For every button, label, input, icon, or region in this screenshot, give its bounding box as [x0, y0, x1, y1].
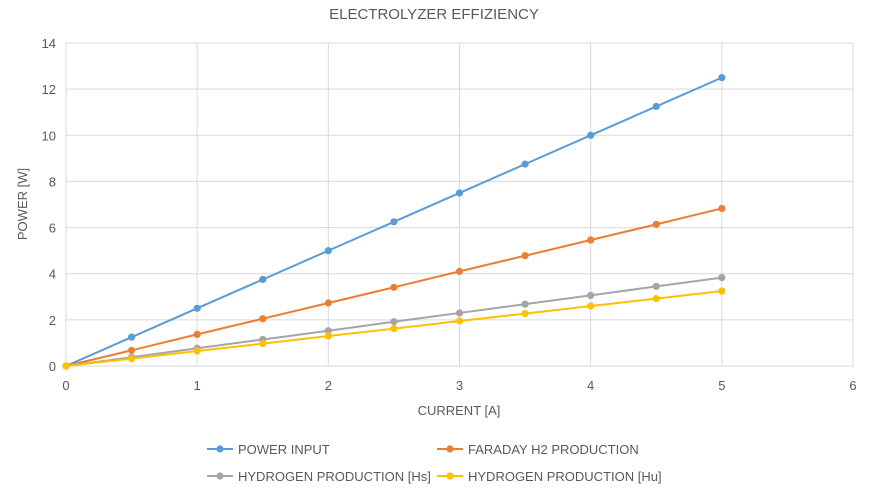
data-point — [259, 276, 266, 283]
legend-item: HYDROGEN PRODUCTION [Hu] — [437, 469, 662, 484]
y-tick-label: 8 — [49, 174, 56, 189]
legend-swatch-marker — [446, 472, 453, 479]
data-point — [587, 132, 594, 139]
data-point — [128, 347, 135, 354]
x-tick-label: 3 — [456, 378, 463, 393]
data-point — [259, 315, 266, 322]
legend-label: FARADAY H2 PRODUCTION — [468, 442, 639, 457]
data-point — [390, 318, 397, 325]
legend-swatch-marker — [446, 445, 453, 452]
y-tick-label: 6 — [49, 221, 56, 236]
data-point — [587, 292, 594, 299]
data-point — [653, 295, 660, 302]
data-point — [653, 283, 660, 290]
x-tick-label: 6 — [849, 378, 856, 393]
data-point — [390, 218, 397, 225]
x-tick-label: 4 — [587, 378, 594, 393]
data-point — [718, 274, 725, 281]
y-tick-label: 4 — [49, 267, 56, 282]
series-1 — [62, 205, 725, 370]
legend-swatch-marker — [216, 445, 223, 452]
data-point — [325, 332, 332, 339]
data-point — [587, 236, 594, 243]
data-point — [259, 340, 266, 347]
data-point — [456, 189, 463, 196]
legend-swatch-marker — [216, 472, 223, 479]
data-point — [718, 74, 725, 81]
data-point — [521, 252, 528, 259]
data-point — [390, 284, 397, 291]
data-point — [456, 317, 463, 324]
data-point — [194, 305, 201, 312]
x-axis-ticks: 0 1 2 3 4 5 6 — [62, 378, 856, 393]
x-tick-label: 0 — [62, 378, 69, 393]
y-tick-label: 10 — [42, 128, 56, 143]
series-3 — [62, 287, 725, 369]
data-point — [128, 355, 135, 362]
data-point — [521, 310, 528, 317]
legend-label: POWER INPUT — [238, 442, 330, 457]
data-point — [587, 302, 594, 309]
y-tick-label: 0 — [49, 359, 56, 374]
x-axis-label: CURRENT [A] — [418, 403, 501, 418]
y-axis-label: POWER [W] — [15, 168, 30, 240]
data-point — [521, 161, 528, 168]
data-point — [718, 287, 725, 294]
x-tick-label: 1 — [194, 378, 201, 393]
y-tick-label: 2 — [49, 313, 56, 328]
legend-item: FARADAY H2 PRODUCTION — [437, 442, 639, 457]
data-point — [194, 347, 201, 354]
data-point — [325, 247, 332, 254]
data-point — [653, 221, 660, 228]
data-point — [718, 205, 725, 212]
x-tick-label: 2 — [325, 378, 332, 393]
data-point — [456, 268, 463, 275]
legend-item: HYDROGEN PRODUCTION [Hs] — [207, 469, 431, 484]
data-point — [194, 331, 201, 338]
legend-label: HYDROGEN PRODUCTION [Hu] — [468, 469, 662, 484]
data-point — [128, 334, 135, 341]
legend: POWER INPUT FARADAY H2 PRODUCTION HYDROGEN… — [207, 442, 662, 484]
data-point — [325, 299, 332, 306]
data-point — [390, 325, 397, 332]
chart-title: ELECTROLYZER EFFIZIENCY — [329, 6, 539, 23]
y-axis-ticks: 0 2 4 6 8 10 12 14 — [42, 36, 56, 374]
legend-item: POWER INPUT — [207, 442, 330, 457]
data-point — [521, 301, 528, 308]
y-tick-label: 14 — [42, 36, 56, 51]
legend-label: HYDROGEN PRODUCTION [Hs] — [238, 469, 431, 484]
data-point — [456, 309, 463, 316]
series-lines — [62, 74, 725, 370]
data-point — [62, 362, 69, 369]
data-point — [653, 103, 660, 110]
y-tick-label: 12 — [42, 82, 56, 97]
x-tick-label: 5 — [718, 378, 725, 393]
